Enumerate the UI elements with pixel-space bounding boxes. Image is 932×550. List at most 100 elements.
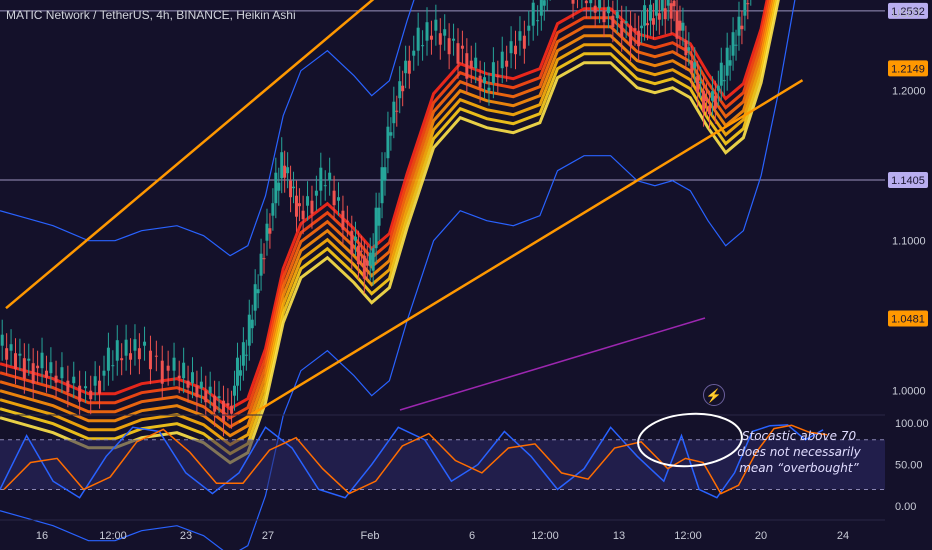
- candle-body: [66, 380, 70, 393]
- price-tick-label: 1.2000: [892, 86, 926, 98]
- candle-body: [5, 348, 9, 360]
- candle-body: [456, 43, 460, 64]
- candle-body: [356, 245, 360, 265]
- time-axis-label: 12:00: [531, 530, 559, 542]
- candle-body: [89, 390, 93, 400]
- candle-body: [699, 81, 703, 84]
- candle-body: [584, 0, 588, 4]
- candle-body: [314, 190, 318, 196]
- candle-body: [469, 60, 473, 69]
- candle-body: [615, 11, 619, 19]
- candle-body: [9, 344, 13, 351]
- chart-title: MATIC Network / TetherUS, 4h, BINANCE, H…: [6, 8, 296, 22]
- candle-body: [666, 0, 670, 6]
- stoch-tick-label: 50.00: [895, 460, 923, 472]
- time-axis-label: 12:00: [674, 530, 702, 542]
- candle-body: [716, 85, 720, 91]
- candle-body: [398, 81, 402, 99]
- candle-body: [643, 5, 647, 26]
- candle-body: [416, 27, 420, 51]
- candle-body: [663, 8, 667, 20]
- candle-body: [571, 0, 575, 4]
- time-axis-label: 20: [755, 530, 767, 542]
- candle-body: [365, 260, 369, 266]
- ribbon-line: [0, 0, 778, 456]
- candle-body: [421, 45, 425, 47]
- candle-body: [0, 334, 4, 346]
- candle-body: [452, 38, 456, 41]
- stochastic-pane: 0.00 50.00 100.00: [0, 412, 929, 513]
- candle-body: [527, 25, 531, 31]
- candle-body: [250, 319, 254, 329]
- candle-body: [310, 200, 314, 214]
- candle-body: [195, 385, 199, 398]
- candle-body: [371, 248, 375, 271]
- candle-body: [660, 0, 664, 11]
- candle-body: [374, 207, 378, 249]
- candle-body: [693, 62, 697, 69]
- candle-body: [447, 38, 451, 55]
- candle-body: [190, 372, 194, 384]
- time-axis-label: 16: [36, 530, 48, 542]
- candle-body: [443, 29, 447, 36]
- candle-body: [687, 47, 691, 51]
- candle-body: [54, 375, 58, 383]
- candle-body: [395, 110, 399, 112]
- candle-body: [301, 210, 305, 220]
- level-label: 1.2149: [891, 63, 925, 75]
- candle-body: [522, 35, 526, 49]
- candle-body: [72, 376, 76, 384]
- candle-body: [217, 396, 221, 399]
- candle-body: [633, 28, 637, 31]
- candle-body: [274, 172, 278, 204]
- candle-body: [407, 60, 411, 74]
- stoch-tick-label: 0.00: [895, 501, 916, 513]
- candle-body: [589, 0, 593, 4]
- candle-body: [253, 284, 257, 311]
- candle-body: [93, 376, 97, 386]
- candle-body: [598, 0, 602, 9]
- candle-body: [624, 21, 628, 24]
- candle-body: [696, 75, 700, 93]
- candle-body: [487, 87, 491, 91]
- candle-body: [743, 0, 747, 16]
- candle-body: [434, 19, 438, 31]
- candle-body: [386, 126, 390, 159]
- candle-body: [262, 258, 266, 260]
- candle-body: [629, 25, 633, 47]
- candle-body: [602, 10, 606, 23]
- candle-body: [244, 354, 248, 356]
- candle-body: [734, 44, 738, 46]
- stoch-k-line: [0, 424, 824, 499]
- candle-body: [702, 90, 706, 112]
- candle-body: [620, 20, 624, 37]
- candle-body: [429, 35, 433, 40]
- candle-body: [593, 5, 597, 13]
- time-axis-label: 13: [613, 530, 625, 542]
- time-axis: 16 12:00 23 27 Feb 6 12:00 13 12:00 20 24: [0, 519, 885, 542]
- annotation-line: does not necessarily: [737, 445, 861, 459]
- candle-body: [230, 405, 234, 414]
- candle-body: [235, 357, 239, 386]
- candle-body: [542, 0, 546, 6]
- candle-body: [177, 375, 181, 379]
- candle-body: [353, 236, 357, 241]
- candle-body: [18, 353, 22, 356]
- candle-body: [306, 196, 310, 206]
- lightning-icon[interactable]: ⚡: [703, 384, 725, 406]
- candle-body: [36, 365, 40, 369]
- annotation-line: Stocastic above 70: [741, 429, 857, 443]
- time-axis-label: 12:00: [99, 530, 127, 542]
- candle-body: [208, 386, 212, 394]
- annotation-line: mean “overbought”: [739, 461, 859, 475]
- candle-body: [646, 23, 650, 26]
- candle-body: [133, 339, 137, 351]
- candle-body: [719, 62, 723, 86]
- candle-body: [160, 360, 164, 384]
- candle-body: [154, 355, 158, 357]
- candle-body: [657, 13, 661, 20]
- candle-body: [49, 362, 53, 374]
- candle-body: [401, 85, 405, 92]
- candle-body: [684, 40, 688, 56]
- trend-line-purple: [399, 317, 706, 411]
